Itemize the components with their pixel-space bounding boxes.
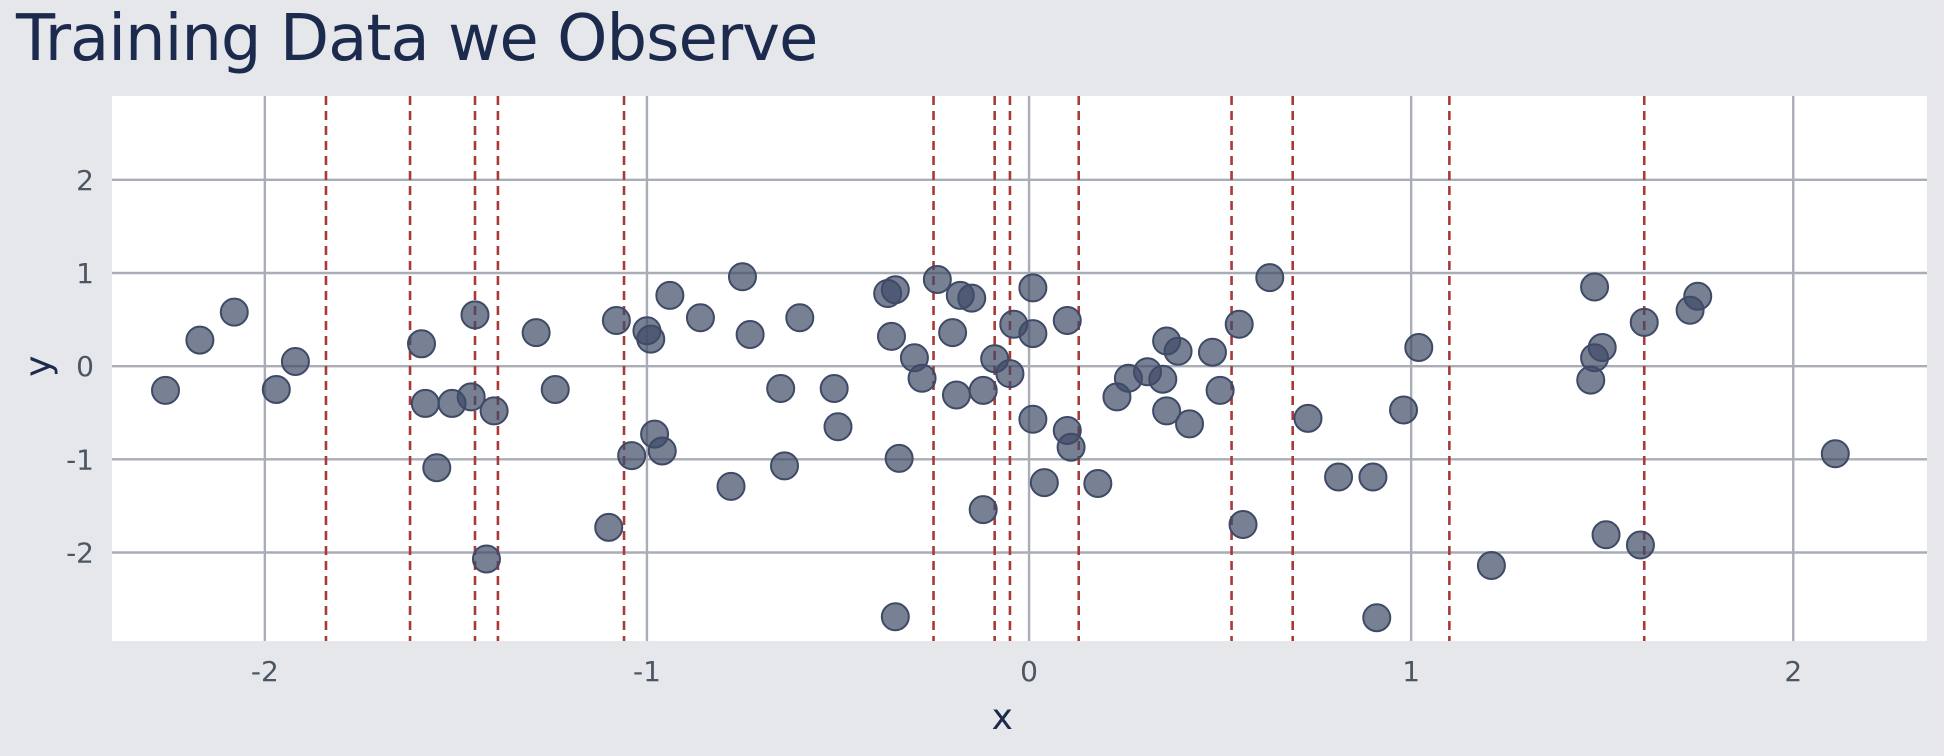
data-point (922, 265, 952, 295)
data-point (540, 374, 570, 404)
data-point (1052, 306, 1082, 336)
x-tick-label: 1 (1402, 655, 1420, 688)
data-point (968, 375, 998, 405)
data-point (280, 347, 310, 377)
data-point (150, 375, 180, 405)
data-point (1476, 551, 1506, 581)
x-tick-label: 2 (1784, 655, 1802, 688)
data-point (766, 374, 796, 404)
page-title: Training Data we Observe (16, 2, 818, 76)
data-point (1018, 273, 1048, 303)
y-tick-label: -2 (66, 536, 94, 569)
data-point (1389, 395, 1419, 425)
data-point (655, 280, 685, 310)
data-point (594, 512, 624, 542)
data-point (785, 303, 815, 333)
data-point (636, 324, 666, 354)
data-point (261, 374, 291, 404)
data-point (1358, 462, 1388, 492)
tick-labels: -2 -1 0 1 2 -2 -1 0 1 2 (66, 164, 1802, 688)
data-points (150, 262, 1850, 633)
data-point (876, 321, 906, 351)
data-point (407, 329, 437, 359)
data-point (823, 412, 853, 442)
data-point (617, 441, 647, 471)
data-point (1083, 469, 1113, 499)
data-point (601, 306, 631, 336)
x-tick-label: -1 (633, 655, 661, 688)
y-tick-label: 1 (76, 257, 94, 290)
data-point (819, 374, 849, 404)
data-point (685, 303, 715, 333)
data-point (479, 396, 509, 426)
data-point (185, 325, 215, 355)
y-tick-label: 0 (76, 350, 94, 383)
data-point (1587, 333, 1617, 363)
data-point (938, 318, 968, 348)
data-point (1197, 337, 1227, 367)
data-point (1820, 439, 1850, 469)
data-point (1293, 403, 1323, 433)
data-point (1163, 336, 1193, 366)
y-tick-label: -1 (66, 443, 94, 476)
data-point (1175, 409, 1205, 439)
data-point (716, 471, 746, 501)
data-point (1683, 281, 1713, 311)
data-point (1152, 396, 1182, 426)
data-point (1018, 319, 1048, 349)
data-point (471, 544, 501, 574)
data-point (1362, 603, 1392, 633)
data-point (1255, 263, 1285, 293)
data-point (1224, 309, 1254, 339)
data-point (1205, 375, 1235, 405)
data-point (1625, 530, 1655, 560)
data-point (410, 388, 440, 418)
data-point (907, 363, 937, 393)
data-point (1629, 307, 1659, 337)
data-point (735, 319, 765, 349)
data-point (1591, 520, 1621, 550)
data-point (770, 451, 800, 481)
data-point (521, 318, 551, 348)
data-point (647, 436, 677, 466)
data-point (1404, 333, 1434, 363)
data-point (1580, 272, 1610, 302)
data-point (884, 443, 914, 473)
x-axis-title: x (992, 697, 1013, 738)
data-point (1056, 432, 1086, 462)
data-point (460, 300, 490, 330)
data-point (995, 359, 1025, 389)
data-point (1029, 468, 1059, 498)
data-point (880, 602, 910, 632)
x-tick-label: -2 (251, 655, 279, 688)
data-point (727, 262, 757, 292)
data-point (941, 380, 971, 410)
y-axis-title: y (18, 356, 59, 377)
data-point (1148, 364, 1178, 394)
y-tick-label: 2 (76, 164, 94, 197)
data-point (219, 297, 249, 327)
data-point (456, 382, 486, 412)
data-point (422, 453, 452, 483)
data-point (1324, 462, 1354, 492)
data-point (880, 275, 910, 305)
data-point (1018, 404, 1048, 434)
data-point (968, 495, 998, 525)
data-point (957, 283, 987, 313)
data-point (1228, 510, 1258, 540)
x-tick-label: 0 (1020, 655, 1038, 688)
